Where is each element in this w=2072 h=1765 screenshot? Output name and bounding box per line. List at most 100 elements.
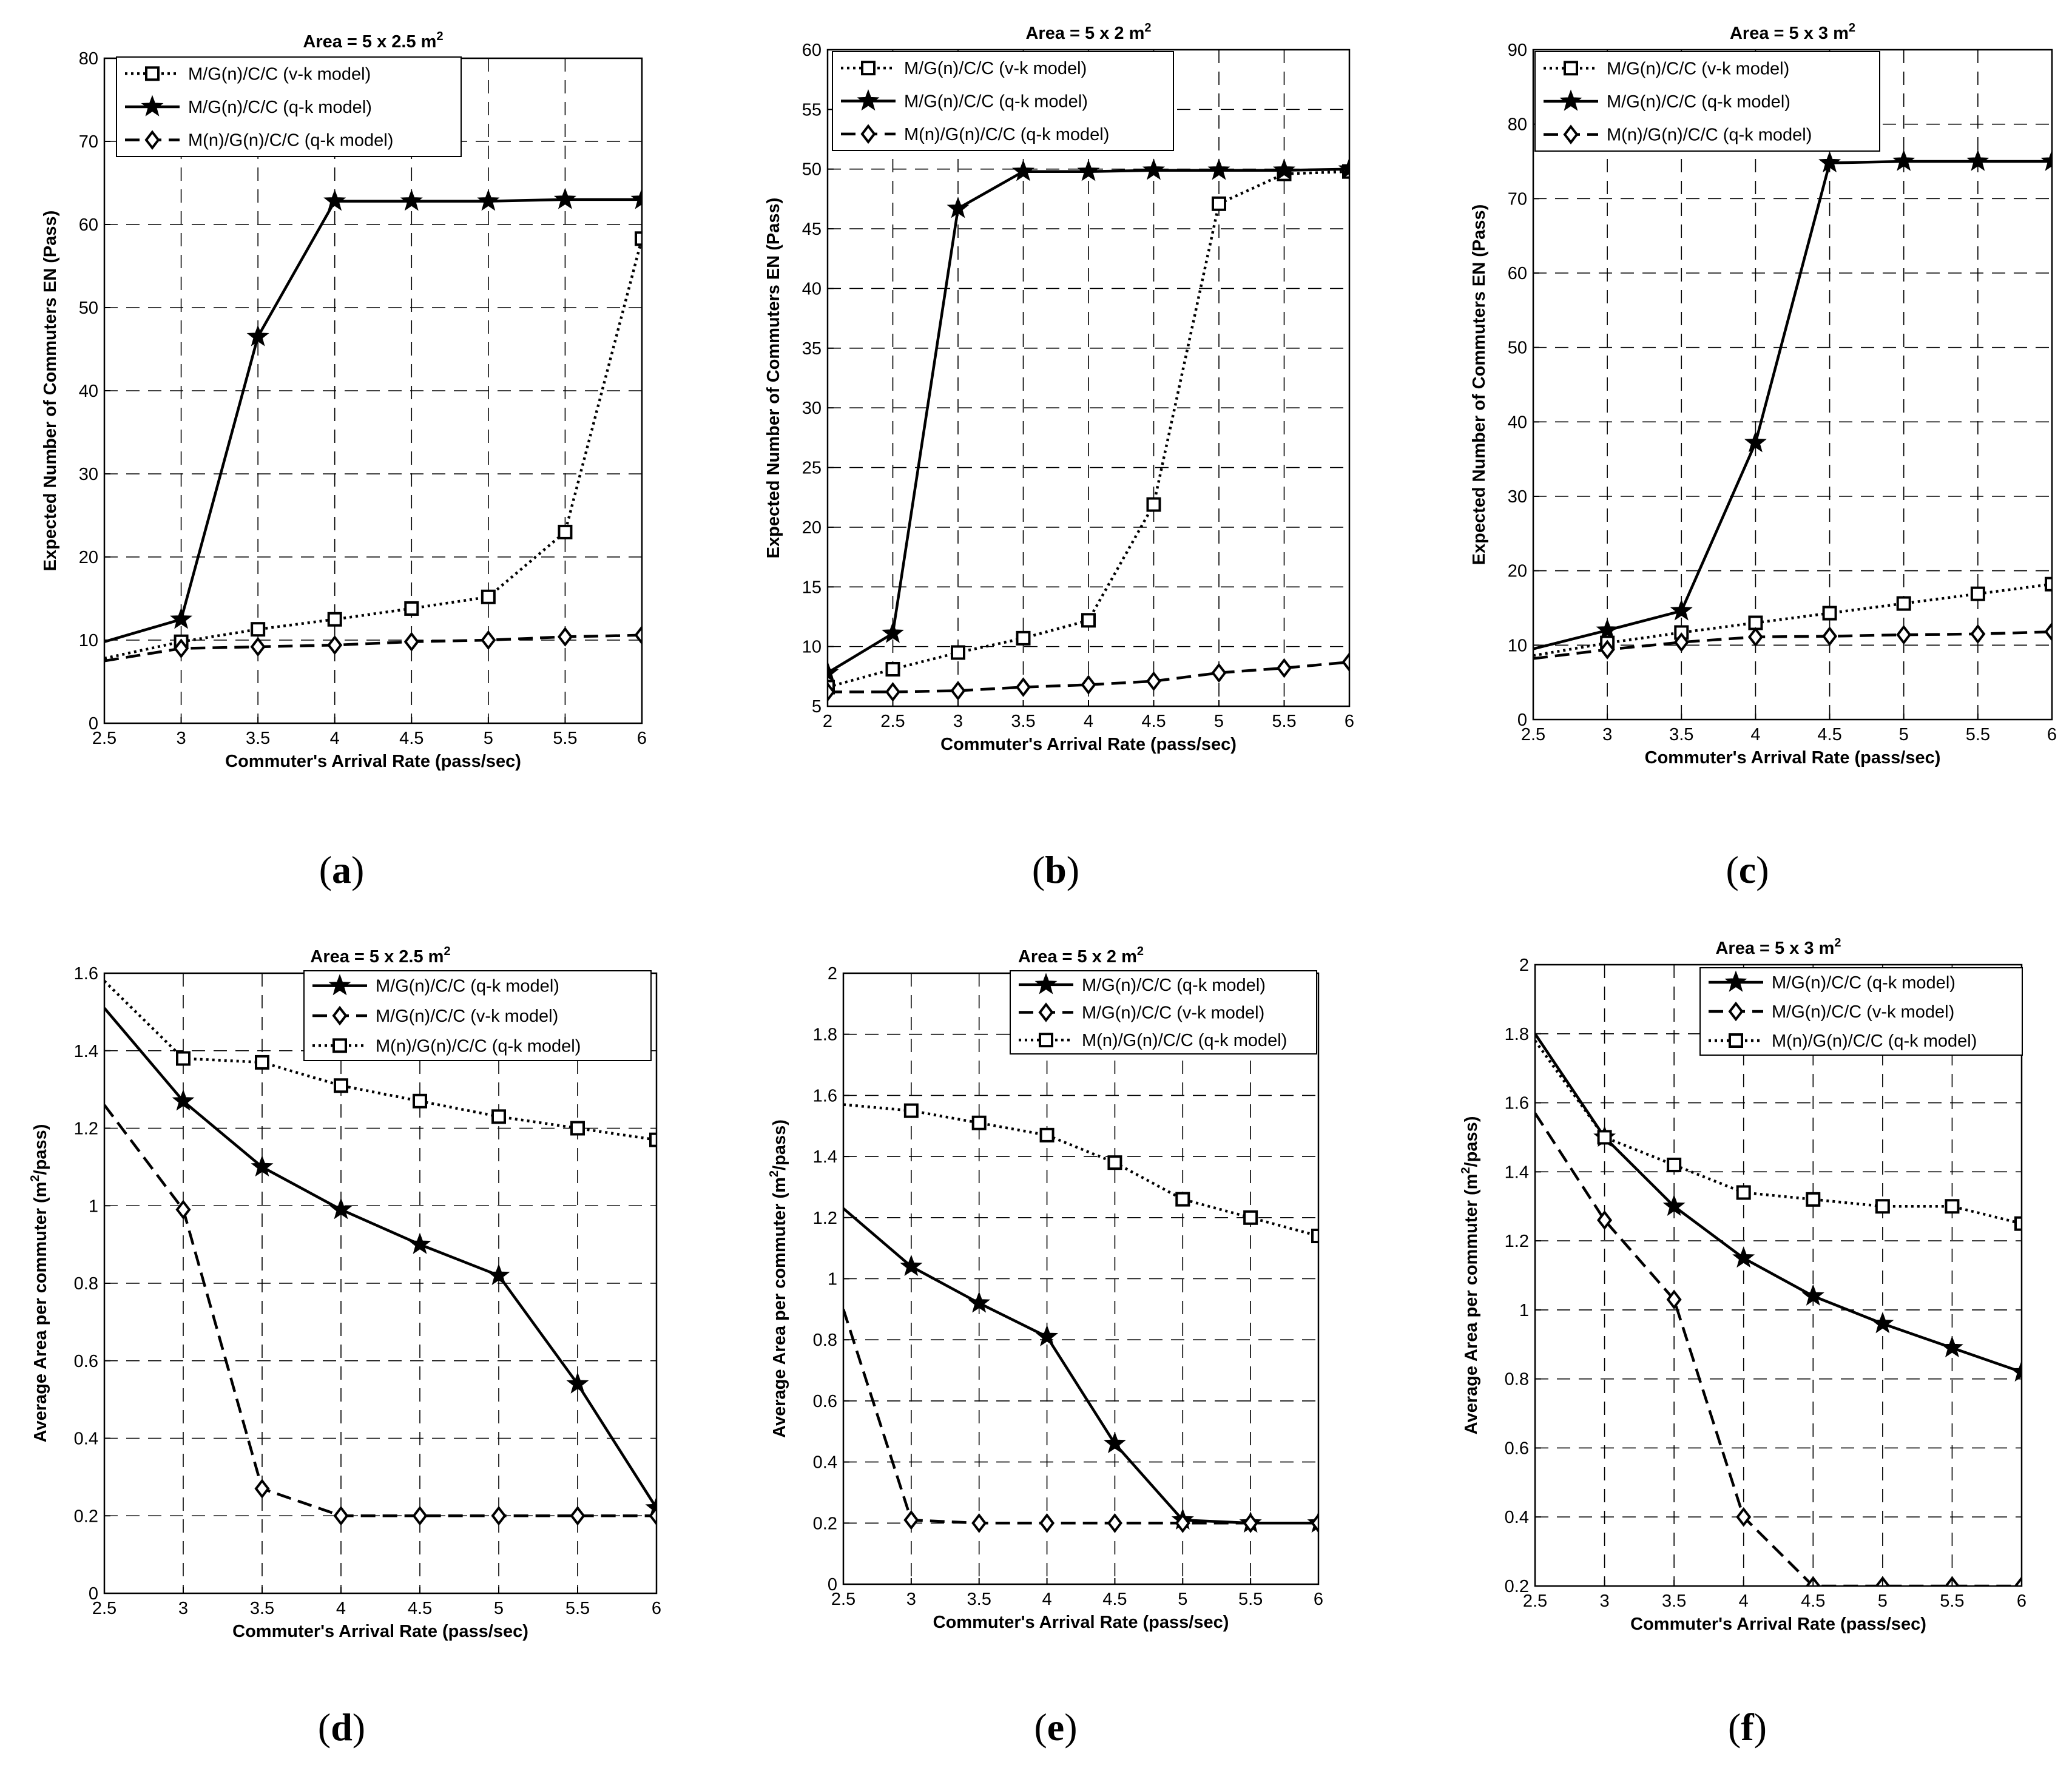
y-tick-label: 0.2 (813, 1514, 837, 1533)
y-tick-label: 60 (79, 215, 98, 235)
data-point-star (1744, 431, 1767, 453)
data-point-star (2040, 149, 2052, 171)
series-line (1535, 1033, 2022, 1374)
data-point-diamond (250, 636, 266, 657)
legend-entry-label: M(n)/G(n)/C/C (q-k model) (1607, 126, 1812, 145)
series-line (843, 1309, 1318, 1525)
legend-marker-star (857, 89, 880, 111)
series-2 (104, 1104, 656, 1526)
series-3 (1535, 1039, 2022, 1231)
x-tick-label: 5 (1178, 1590, 1187, 1609)
y-tick-label: 1.4 (74, 1042, 98, 1061)
y-axis-label: Average Area per commuter (m2/pass) (768, 1119, 789, 1438)
data-point-diamond (1599, 640, 1615, 660)
data-point-square (1970, 586, 1985, 601)
legend-entry-label: M(n)/G(n)/C/C (q-k model) (904, 125, 1109, 144)
y-tick-label: 0.8 (74, 1274, 98, 1294)
data-point-star (1966, 149, 1989, 171)
data-point-square (1175, 1192, 1190, 1207)
x-tick-label: 2.5 (1521, 725, 1545, 744)
data-point-square (255, 1055, 269, 1070)
data-point-diamond (403, 632, 419, 652)
data-point-diamond (634, 625, 642, 646)
data-point-square (635, 231, 642, 246)
data-point-square (1736, 1185, 1751, 1200)
legend-entry-label: M/G(n)/C/C (v-k model) (1772, 1002, 1954, 1022)
y-tick-label: 1.4 (813, 1147, 837, 1167)
x-tick-label: 5 (1214, 712, 1224, 731)
x-tick-label: 5 (484, 729, 493, 748)
data-point-square (971, 1115, 987, 1130)
data-point-star (1818, 151, 1841, 173)
x-tick-label: 3.5 (246, 729, 270, 748)
data-point-square (951, 645, 965, 660)
y-tick-label: 80 (1508, 115, 1527, 135)
data-point-star (2010, 1360, 2022, 1382)
data-point-diamond (2014, 1576, 2022, 1586)
data-point-diamond (254, 1479, 270, 1499)
data-point-square (649, 1132, 656, 1147)
data-point-diamond (971, 1513, 987, 1533)
data-point-diamond (174, 638, 189, 658)
y-tick-label: 2 (828, 964, 837, 984)
legend-entry-label: M/G(n)/C/C (v-k model) (904, 59, 1087, 78)
plot-area (1535, 965, 2022, 1586)
panel-sublabel: (c) (1726, 848, 1769, 891)
data-point-diamond (481, 630, 496, 650)
x-tick-label: 3.5 (967, 1590, 991, 1609)
y-tick-label: 1.8 (1505, 1025, 1529, 1044)
x-tick-label: 3 (1600, 1591, 1610, 1611)
x-tick-label: 5 (494, 1599, 504, 1618)
y-tick-label: 1.6 (1505, 1094, 1529, 1113)
data-point-star (1036, 1325, 1059, 1346)
x-tick-label: 5.5 (1272, 712, 1296, 731)
legend-marker-diamond (1728, 1001, 1744, 1022)
legend-entry-label: M/G(n)/C/C (v-k model) (1082, 1004, 1264, 1023)
y-tick-label: 25 (802, 459, 822, 478)
y-tick-label: 55 (802, 100, 822, 120)
series-line (1533, 160, 2052, 650)
data-point-star (408, 1232, 431, 1254)
series-line (1535, 1112, 2022, 1586)
y-tick-label: 10 (79, 631, 98, 650)
data-point-square (1311, 1229, 1318, 1244)
data-point-star (882, 621, 904, 643)
chart-title: Area = 5 x 2.5 m2 (310, 945, 450, 967)
y-tick-label: 0 (89, 1584, 98, 1604)
y-tick-label: 1.6 (74, 964, 98, 984)
legend-marker-star (1034, 973, 1058, 994)
data-point-diamond (649, 1505, 656, 1526)
y-tick-label: 0.8 (1505, 1370, 1529, 1389)
data-point-diamond (1747, 627, 1763, 647)
x-tick-label: 4.5 (1817, 725, 1841, 744)
y-tick-label: 1.6 (813, 1086, 837, 1105)
x-tick-label: 2.5 (92, 1599, 116, 1618)
data-point-square (1243, 1210, 1258, 1225)
legend-marker-square (1729, 1033, 1743, 1048)
series-line (104, 1007, 656, 1509)
chart-title: Area = 5 x 3 m2 (1715, 936, 1841, 958)
y-tick-label: 90 (1508, 41, 1527, 60)
y-tick-label: 20 (79, 548, 98, 567)
legend-marker-diamond (332, 1005, 348, 1026)
y-axis-label: Expected Number of Commuters EN (Pass) (41, 211, 60, 572)
data-point-diamond (412, 1505, 428, 1526)
data-point-star (1596, 618, 1619, 640)
data-point-star (1871, 1312, 1894, 1334)
legend-entry-label: M/G(n)/C/C (v-k model) (376, 1007, 558, 1026)
legend: M/G(n)/C/C (q-k model) M/G(n)/C/C (v-k mo… (1699, 967, 2023, 1056)
x-tick-label: 4.5 (1102, 1590, 1127, 1609)
legend-marker-diamond (1038, 1002, 1054, 1022)
chart-panel-d: 2.5 3 3.5 4 4.5 5 5.5 6 0 0.2 0.4 0.6 0.8 1 1.2 1.4 1.6 A… (29, 945, 661, 1641)
legend-entry-label: M/G(n)/C/C (q-k model) (1082, 976, 1266, 995)
data-point-star (1662, 1194, 1686, 1216)
x-tick-label: 4.5 (399, 729, 424, 748)
series-3 (1533, 621, 2052, 660)
legend-marker-star (141, 95, 164, 116)
y-tick-label: 1.8 (813, 1025, 837, 1045)
y-tick-label: 30 (79, 465, 98, 484)
data-point-square (481, 589, 496, 604)
legend-entry-label: M(n)/G(n)/C/C (q-k model) (1082, 1031, 1287, 1050)
data-point-diamond (570, 1505, 585, 1526)
data-point-star (172, 1089, 195, 1111)
